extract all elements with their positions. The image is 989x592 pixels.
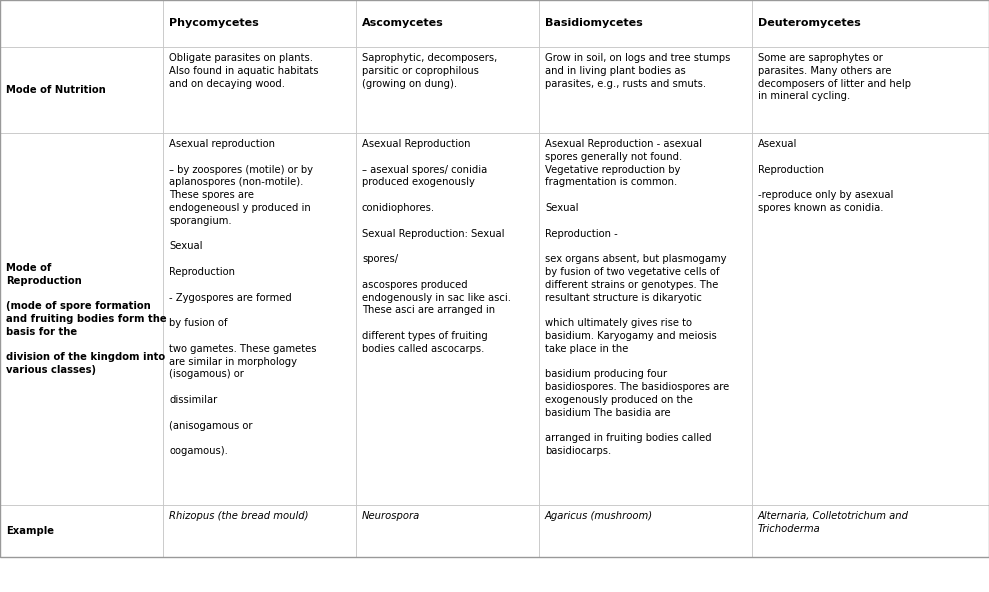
Text: Example: Example [6,526,54,536]
Bar [356,133,539,505]
Text: Phycomycetes: Phycomycetes [169,18,259,28]
Text: Obligate parasites on plants.
Also found in aquatic habitats
and on decaying woo: Obligate parasites on plants. Also found… [169,53,318,89]
Text: Asexual Reproduction

– asexual spores/ conidia
produced exogenously

conidiopho: Asexual Reproduction – asexual spores/ c… [362,139,511,354]
Bar [0,133,163,505]
Text: Asexual

Reproduction

-reproduce only by asexual
spores known as conidia.: Asexual Reproduction -reproduce only by … [758,139,893,213]
Bar [356,47,539,133]
Bar [539,0,752,47]
Bar [752,47,989,133]
Text: Some are saprophytes or
parasites. Many others are
decomposers of litter and hel: Some are saprophytes or parasites. Many … [758,53,911,101]
Text: Agaricus (mushroom): Agaricus (mushroom) [545,511,653,521]
Text: Asexual reproduction

– by zoospores (motile) or by
aplanospores (non-motile).
T: Asexual reproduction – by zoospores (mot… [169,139,316,456]
Text: Neurospora: Neurospora [362,511,420,521]
Text: Mode of Nutrition: Mode of Nutrition [6,85,106,95]
Bar [0,505,163,557]
Bar [539,133,752,505]
Text: Ascomycetes: Ascomycetes [362,18,444,28]
Bar [752,505,989,557]
Bar [163,133,356,505]
Bar [752,0,989,47]
Text: Rhizopus (the bread mould): Rhizopus (the bread mould) [169,511,309,521]
Bar [356,505,539,557]
Bar [539,505,752,557]
Text: Alternaria, Colletotrichum and
Trichoderma: Alternaria, Colletotrichum and Trichoder… [758,511,909,534]
Bar [539,47,752,133]
Bar [163,47,356,133]
Bar [163,0,356,47]
Bar [752,133,989,505]
Text: Mode of
Reproduction

(mode of spore formation
and fruiting bodies form the
basi: Mode of Reproduction (mode of spore form… [6,263,166,375]
Text: Asexual Reproduction - asexual
spores generally not found.
Vegetative reproducti: Asexual Reproduction - asexual spores ge… [545,139,729,456]
Text: Basidiomycetes: Basidiomycetes [545,18,643,28]
Bar [0,47,163,133]
Text: Deuteromycetes: Deuteromycetes [758,18,860,28]
Bar [163,505,356,557]
Text: Saprophytic, decomposers,
parsitic or coprophilous
(growing on dung).: Saprophytic, decomposers, parsitic or co… [362,53,497,89]
Bar [0,0,163,47]
Bar [356,0,539,47]
Text: Grow in soil, on logs and tree stumps
and in living plant bodies as
parasites, e: Grow in soil, on logs and tree stumps an… [545,53,730,89]
